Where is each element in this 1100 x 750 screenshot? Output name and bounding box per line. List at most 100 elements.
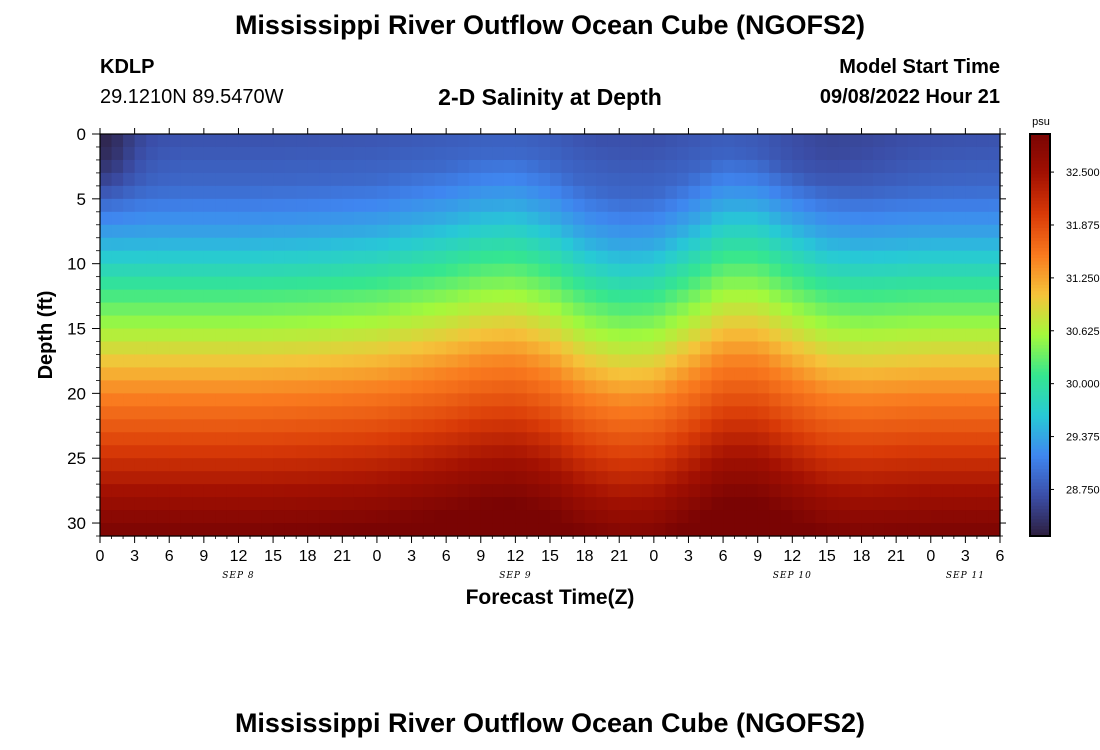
heatmap-cell [100,497,113,511]
heatmap-cell [850,237,863,252]
heatmap-cell [480,198,493,213]
heatmap-cell [965,354,978,369]
heatmap-cell [746,289,759,304]
heatmap-cell [838,185,851,200]
heatmap-cell [353,185,366,200]
heatmap-cell [919,289,932,304]
heatmap-cell [365,237,378,252]
heatmap-cell [723,224,736,239]
heatmap-cell [838,445,851,459]
heatmap-cell [284,484,297,498]
heatmap-cell [953,134,966,148]
heatmap-cell [457,237,470,252]
heatmap-cell [515,302,528,317]
heatmap-cell [307,419,320,433]
heatmap-cell [307,458,320,472]
heatmap-cell [815,146,828,161]
heatmap-cell [630,432,643,446]
heatmap-cell [515,237,528,252]
heatmap-cell [169,224,182,239]
heatmap-cell [630,224,643,239]
heatmap-cell [203,341,216,356]
heatmap-cell [953,263,966,278]
heatmap-cell [411,510,424,524]
heatmap-cell [642,393,655,407]
heatmap-cell [953,380,966,394]
heatmap-cell [111,497,124,511]
heatmap-cell [353,341,366,356]
heatmap-cell [319,172,332,187]
heatmap-cell [457,497,470,511]
heatmap-cell [896,497,909,511]
heatmap-cell [573,393,586,407]
heatmap-cell [319,289,332,304]
heatmap-cell [284,289,297,304]
heatmap-cell [111,237,124,252]
heatmap-cell [988,393,1001,407]
heatmap-cell [273,185,286,200]
heatmap-cell [746,497,759,511]
heatmap-cell [526,328,540,343]
heatmap-cell [492,302,505,317]
x-tick-label: 3 [407,548,416,565]
heatmap-cell [873,497,886,511]
heatmap-cell [296,237,309,252]
heatmap-cell [792,302,805,317]
heatmap-cell [215,159,228,174]
heatmap-cell [930,185,943,200]
heatmap-cell [988,471,1001,485]
heatmap-cell [826,367,840,381]
heatmap-cell [192,458,205,472]
heatmap-cell [711,185,724,200]
heatmap-cell [850,315,863,330]
heatmap-cell [307,315,320,330]
heatmap-cell [111,367,124,381]
heatmap-cell [480,393,493,407]
heatmap-cell [226,497,240,511]
heatmap-cell [861,432,874,446]
colorbar-tick-label: 29.375 [1066,432,1100,444]
heatmap-cell [653,224,666,239]
heatmap-cell [780,276,793,291]
heatmap-cell [226,328,240,343]
heatmap-cell [815,250,828,265]
heatmap-cell [192,354,205,369]
heatmap-cell [988,302,1001,317]
heatmap-cell [930,237,943,252]
heatmap-cell [100,471,113,485]
heatmap-cell [400,146,413,161]
heatmap-cell [526,367,540,381]
heatmap-cell [169,250,182,265]
heatmap-cell [769,328,782,343]
heatmap-cell [157,380,170,394]
heatmap-cell [665,523,678,537]
heatmap-cell [607,159,620,174]
heatmap-cell [100,224,113,239]
heatmap-cell [376,146,390,161]
heatmap-cell [157,276,170,291]
heatmap-cell [769,393,782,407]
colorbar-segment [1030,144,1050,148]
heatmap-cell [976,445,990,459]
heatmap-cell [480,276,493,291]
heatmap-cell [203,406,216,420]
heatmap-cell [757,445,770,459]
heatmap-cell [930,211,943,226]
heatmap-cell [111,302,124,317]
heatmap-cell [965,224,978,239]
heatmap-cell [607,198,620,213]
heatmap-cell [492,289,505,304]
heatmap-cell [100,172,113,187]
heatmap-cell [469,172,482,187]
heatmap-cell [203,458,216,472]
heatmap-cell [146,432,159,446]
heatmap-cell [873,211,886,226]
colorbar-segment [1030,227,1050,232]
heatmap-cell [700,367,713,381]
heatmap-cell [446,445,459,459]
heatmap-cell [838,159,851,174]
heatmap-cell [330,497,343,511]
heatmap-cell [203,250,216,265]
heatmap-cell [930,484,943,498]
heatmap-cell [215,315,228,330]
